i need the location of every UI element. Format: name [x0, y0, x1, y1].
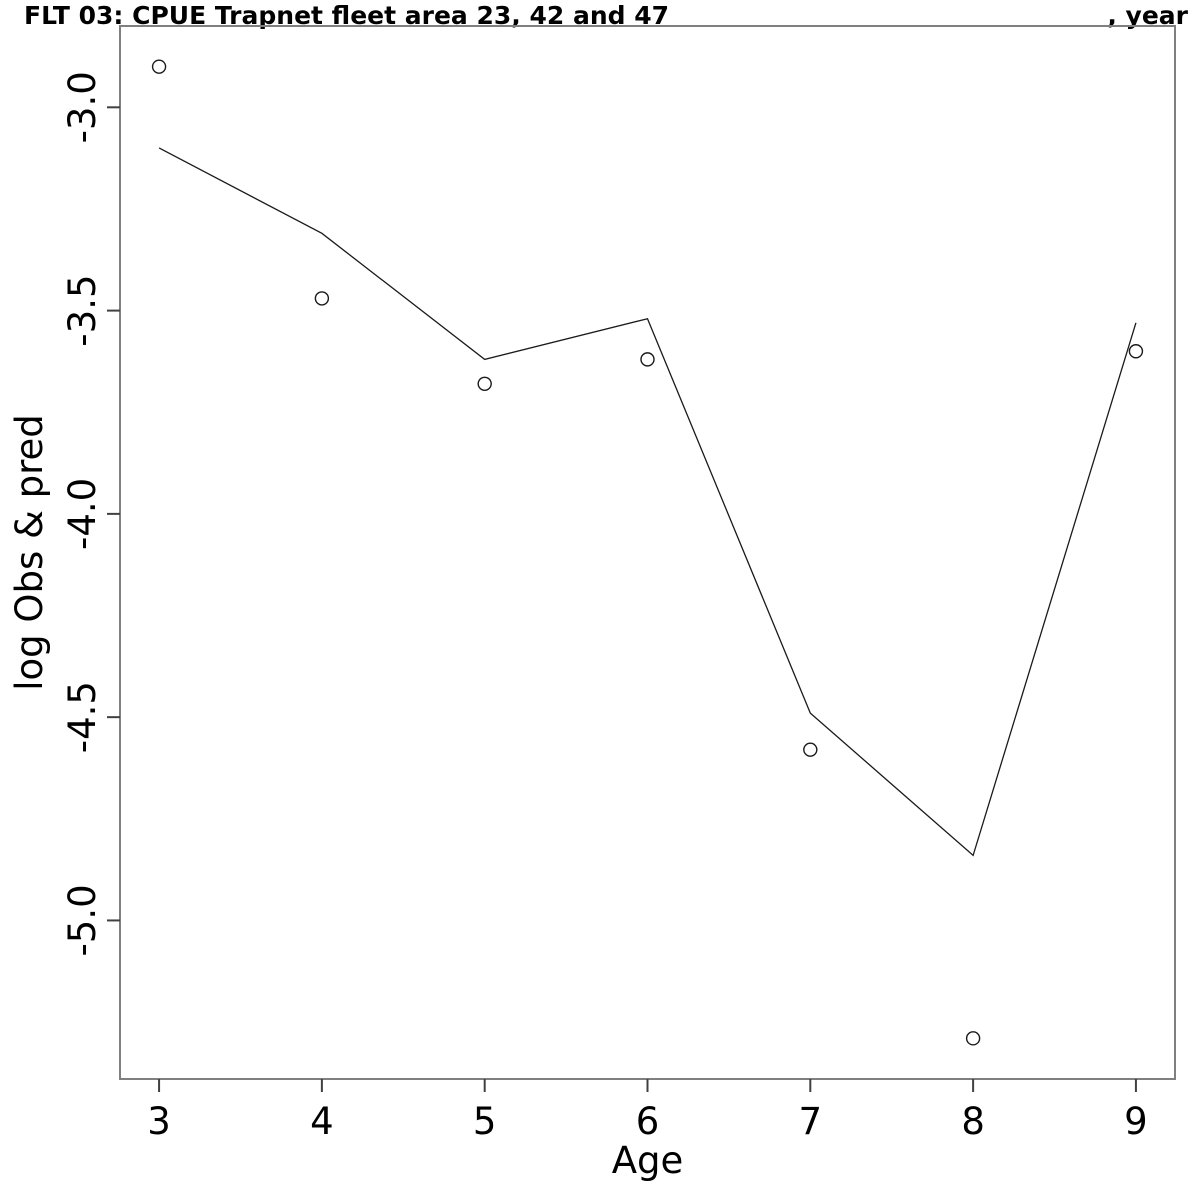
observed-data-point — [803, 742, 818, 757]
x-tick-label: 5 — [473, 1100, 497, 1143]
x-tick-label: 9 — [1124, 1100, 1148, 1143]
x-tick-label: 3 — [147, 1100, 171, 1143]
x-tick-label: 7 — [799, 1100, 823, 1143]
observed-data-point — [477, 376, 492, 391]
y-tick-label: -3.0 — [61, 71, 104, 143]
observed-data-point — [965, 1031, 981, 1046]
y-tick-label: -4.0 — [61, 478, 104, 550]
y-axis-label: log Obs & pred — [8, 414, 51, 691]
y-tick-label: -3.5 — [61, 274, 104, 346]
observed-data-point — [1128, 344, 1144, 359]
x-tick-label: 8 — [961, 1100, 985, 1143]
plot-box — [119, 25, 1176, 1080]
x-tick-label: 4 — [310, 1100, 334, 1143]
x-tick-label: 6 — [636, 1100, 660, 1143]
prediction-line — [158, 147, 1137, 857]
observed-data-point — [151, 59, 167, 74]
y-tick-label: -4.5 — [61, 681, 104, 753]
y-tick-label: -5.0 — [61, 884, 104, 956]
observed-data-point — [314, 291, 330, 306]
x-axis-label: Age — [612, 1139, 684, 1182]
observed-data-point — [640, 352, 655, 367]
